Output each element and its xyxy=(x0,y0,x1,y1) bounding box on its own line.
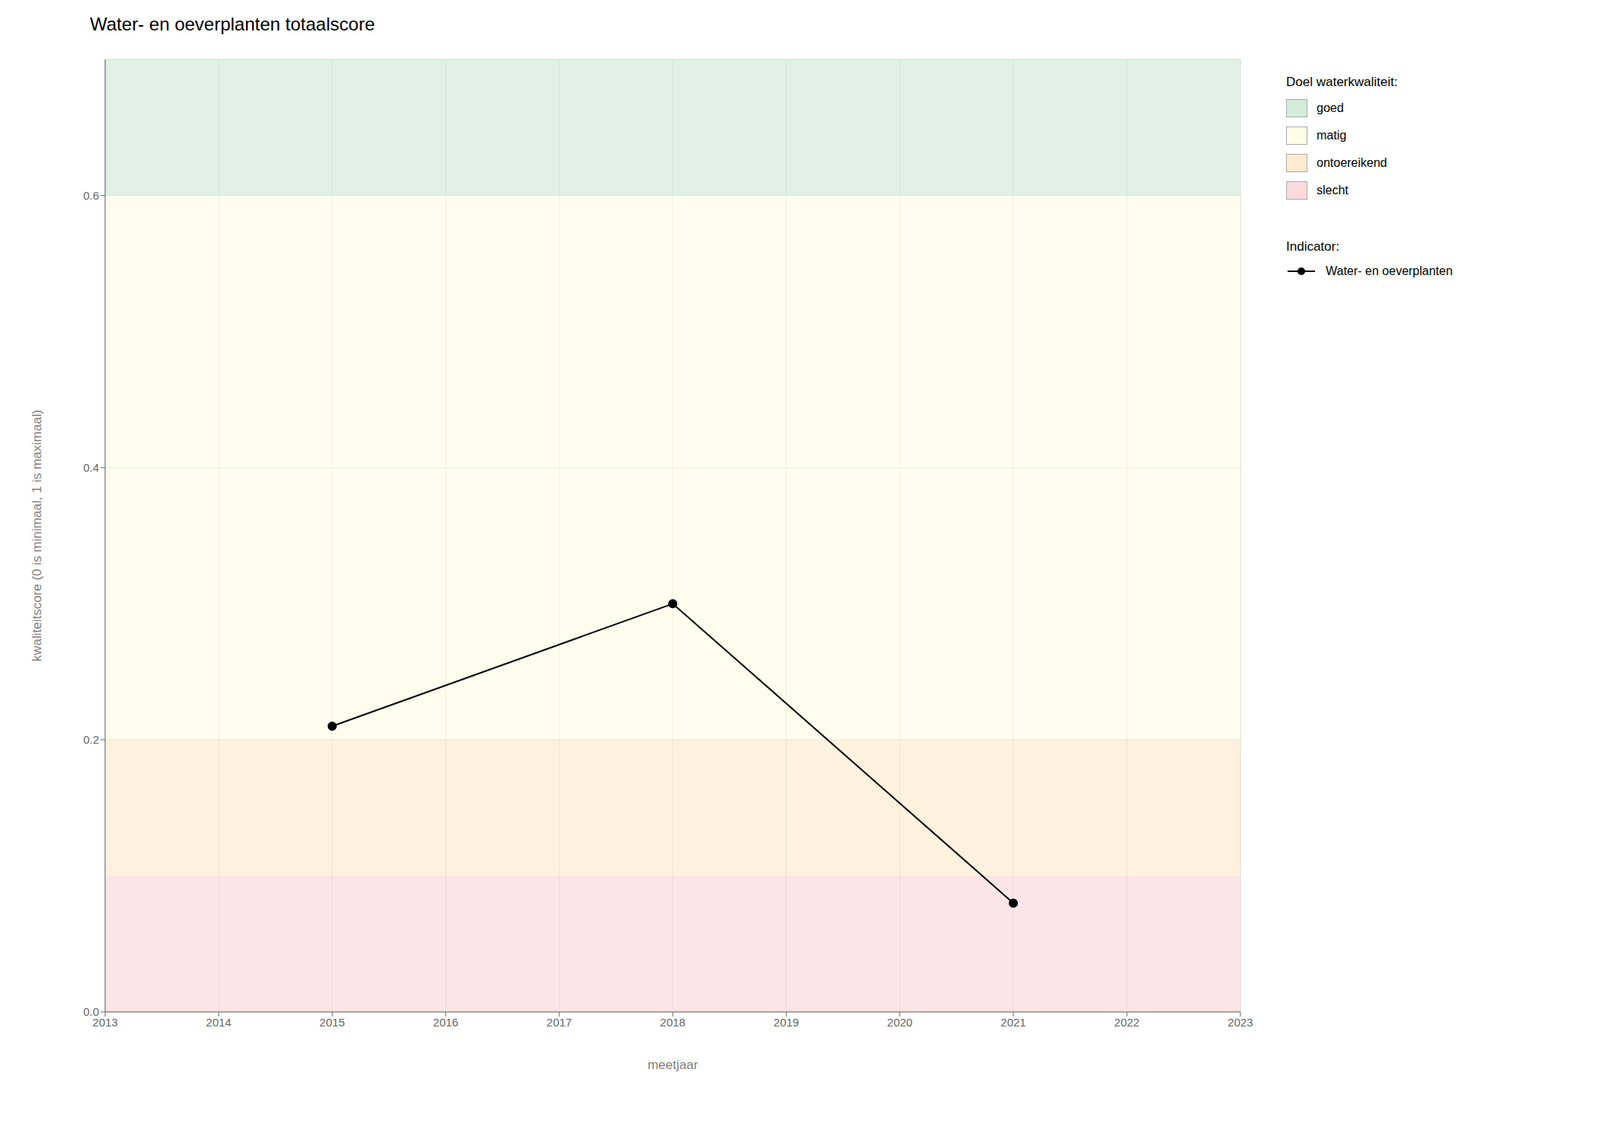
svg-text:2023: 2023 xyxy=(1227,1015,1253,1029)
html-text:Doel waterkwaliteit:: Doel waterkwaliteit: xyxy=(1286,74,1398,90)
html-text:slecht: slecht xyxy=(1316,183,1349,197)
svg-text:2018: 2018 xyxy=(659,1015,685,1029)
html-text:goed: goed xyxy=(1316,101,1344,115)
svg-text:2021: 2021 xyxy=(1000,1015,1026,1029)
svg-text:2016: 2016 xyxy=(432,1015,458,1029)
html-text:ontoereikend: ontoereikend xyxy=(1316,156,1388,170)
svg-text:2015: 2015 xyxy=(319,1015,345,1029)
html-text:Water- en oeverplanten: Water- en oeverplanten xyxy=(1325,264,1453,278)
svg-text:2022: 2022 xyxy=(1113,1015,1140,1029)
svg-text:2014: 2014 xyxy=(205,1015,231,1029)
html-text:Water- en oeverplanten totaals: Water- en oeverplanten totaalscore xyxy=(89,13,375,35)
svg-text:0.0: 0.0 xyxy=(83,1004,100,1018)
html-text:Indicator:: Indicator: xyxy=(1286,239,1340,254)
html-text:matig: matig xyxy=(1316,128,1347,142)
svg-text:kwaliteitscore (0 is minimaal,: kwaliteitscore (0 is minimaal, 1 is maxi… xyxy=(29,409,45,663)
svg-text:0.4: 0.4 xyxy=(83,460,100,474)
svg-text:2017: 2017 xyxy=(546,1015,572,1029)
svg-text:2013: 2013 xyxy=(92,1015,118,1029)
svg-text:2019: 2019 xyxy=(773,1015,799,1029)
svg-text:0.2: 0.2 xyxy=(83,732,100,746)
svg-text:0.6: 0.6 xyxy=(83,188,100,202)
svg-text:meetjaar: meetjaar xyxy=(647,1057,698,1072)
svg-text:2020: 2020 xyxy=(886,1015,912,1029)
